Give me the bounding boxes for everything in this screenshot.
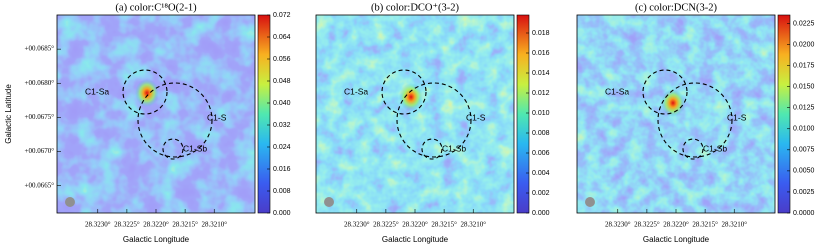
colorbar-tick-label: 0.0025 [793, 189, 815, 196]
x-tick-label: 28.3230° [605, 221, 631, 229]
beam [65, 197, 75, 207]
colorbar-tick-label: 0.000 [273, 210, 291, 217]
colorbar-tick-label: 0.014 [532, 70, 550, 77]
x-tick-label: 28.3225° [634, 221, 660, 229]
colorbar-tick-label: 0.006 [532, 150, 550, 157]
region-circle [682, 138, 704, 160]
x-tick-label: 28.3215° [431, 221, 457, 229]
x-tick-label: 28.3230° [344, 221, 370, 229]
colorbar-tick-label: 0.010 [532, 110, 550, 117]
colorbar-tick-label: 0.048 [273, 78, 291, 85]
region-label: C1-Sb [183, 143, 207, 153]
colorbar [257, 14, 271, 214]
x-tick-label: 28.3225° [114, 221, 140, 229]
colorbar-tick-label: 0.0225 [793, 20, 815, 27]
y-tick-label: +00.0675° [25, 113, 55, 121]
region-label: C1-Sa [605, 86, 629, 96]
colorbar-tick-label: 0.064 [273, 34, 291, 41]
colorbar-tick-label: 0.0150 [793, 83, 815, 90]
intensity-map [316, 15, 514, 213]
colorbar-tick-label: 0.056 [273, 56, 291, 63]
chart-title: (b) color:DCO⁺(3-2) [371, 2, 460, 13]
colorbar-tick-label: 0.072 [273, 12, 291, 19]
colorbar-tick-label: 0.000 [532, 210, 550, 217]
region-circle [396, 82, 472, 158]
emission-peak [661, 89, 685, 117]
colorbar-tick-label: 0.004 [532, 170, 550, 177]
y-tick-label: +00.0685° [25, 45, 55, 53]
x-axis-label: Galactic Longitude [123, 235, 190, 244]
colorbar-tick-label: 0.008 [273, 188, 291, 195]
region-label: C1-Sa [85, 86, 109, 96]
x-tick-label: 28.3220° [402, 221, 428, 229]
colorbar-tick-label: 0.040 [273, 100, 291, 107]
x-tick-label: 28.3220° [663, 221, 689, 229]
y-tick-label: +00.0665° [25, 181, 55, 189]
x-tick-label: 28.3220° [143, 221, 169, 229]
region-circle [421, 138, 443, 160]
region-circle [137, 82, 213, 158]
y-tick-label: +00.0670° [25, 147, 55, 155]
region-label: C1-S [727, 112, 747, 122]
region-circle [381, 69, 427, 115]
colorbar [777, 14, 791, 214]
x-tick-label: 28.3225° [373, 221, 399, 229]
region-circle [657, 82, 733, 158]
region-circle [162, 138, 184, 160]
beam [324, 197, 334, 207]
x-tick-label: 28.3230° [85, 221, 111, 229]
colorbar-tick-label: 0.008 [532, 130, 550, 137]
x-tick-label: 28.3210° [721, 221, 747, 229]
region-circle [642, 69, 688, 115]
x-tick-label: 28.3215° [172, 221, 198, 229]
region-circle [122, 69, 168, 115]
x-tick-label: 28.3210° [460, 221, 486, 229]
colorbar-tick-label: 0.0075 [793, 147, 815, 154]
colorbar-tick-label: 0.0050 [793, 168, 815, 175]
colorbar-tick-label: 0.016 [273, 166, 291, 173]
chart-title: (a) color:C¹⁸O(2-1) [115, 2, 197, 13]
colorbar-tick-label: 0.032 [273, 122, 291, 129]
chart-title: (c) color:DCN(3-2) [635, 2, 717, 13]
colorbar-tick-label: 0.024 [273, 144, 291, 151]
colorbar-tick-label: 0.0200 [793, 41, 815, 48]
x-tick-label: 28.3215° [692, 221, 718, 229]
colorbar-tick-label: 0.0000 [793, 210, 815, 217]
colorbar-tick-label: 0.012 [532, 90, 550, 97]
x-tick-label: 28.3210° [201, 221, 227, 229]
emission-peak [135, 79, 159, 107]
colorbar-tick-label: 0.016 [532, 50, 550, 57]
y-tick-label: +00.0680° [25, 79, 55, 87]
emission-peak [399, 83, 423, 111]
region-label: C1-Sb [703, 143, 727, 153]
colorbar-tick-label: 0.018 [532, 30, 550, 37]
region-label: C1-Sa [344, 86, 368, 96]
y-axis-label: Galactic Latitude [4, 84, 13, 144]
colorbar-tick-label: 0.0175 [793, 62, 815, 69]
colorbar-tick-label: 0.0125 [793, 105, 815, 112]
colorbar-tick-label: 0.0100 [793, 126, 815, 133]
colorbar [516, 14, 530, 214]
region-label: C1-S [466, 112, 486, 122]
beam [585, 197, 595, 207]
intensity-map [57, 15, 255, 213]
region-label: C1-Sb [442, 143, 466, 153]
x-axis-label: Galactic Longitude [382, 235, 449, 244]
colorbar-tick-label: 0.002 [532, 190, 550, 197]
x-axis-label: Galactic Longitude [643, 235, 710, 244]
region-label: C1-S [207, 112, 227, 122]
